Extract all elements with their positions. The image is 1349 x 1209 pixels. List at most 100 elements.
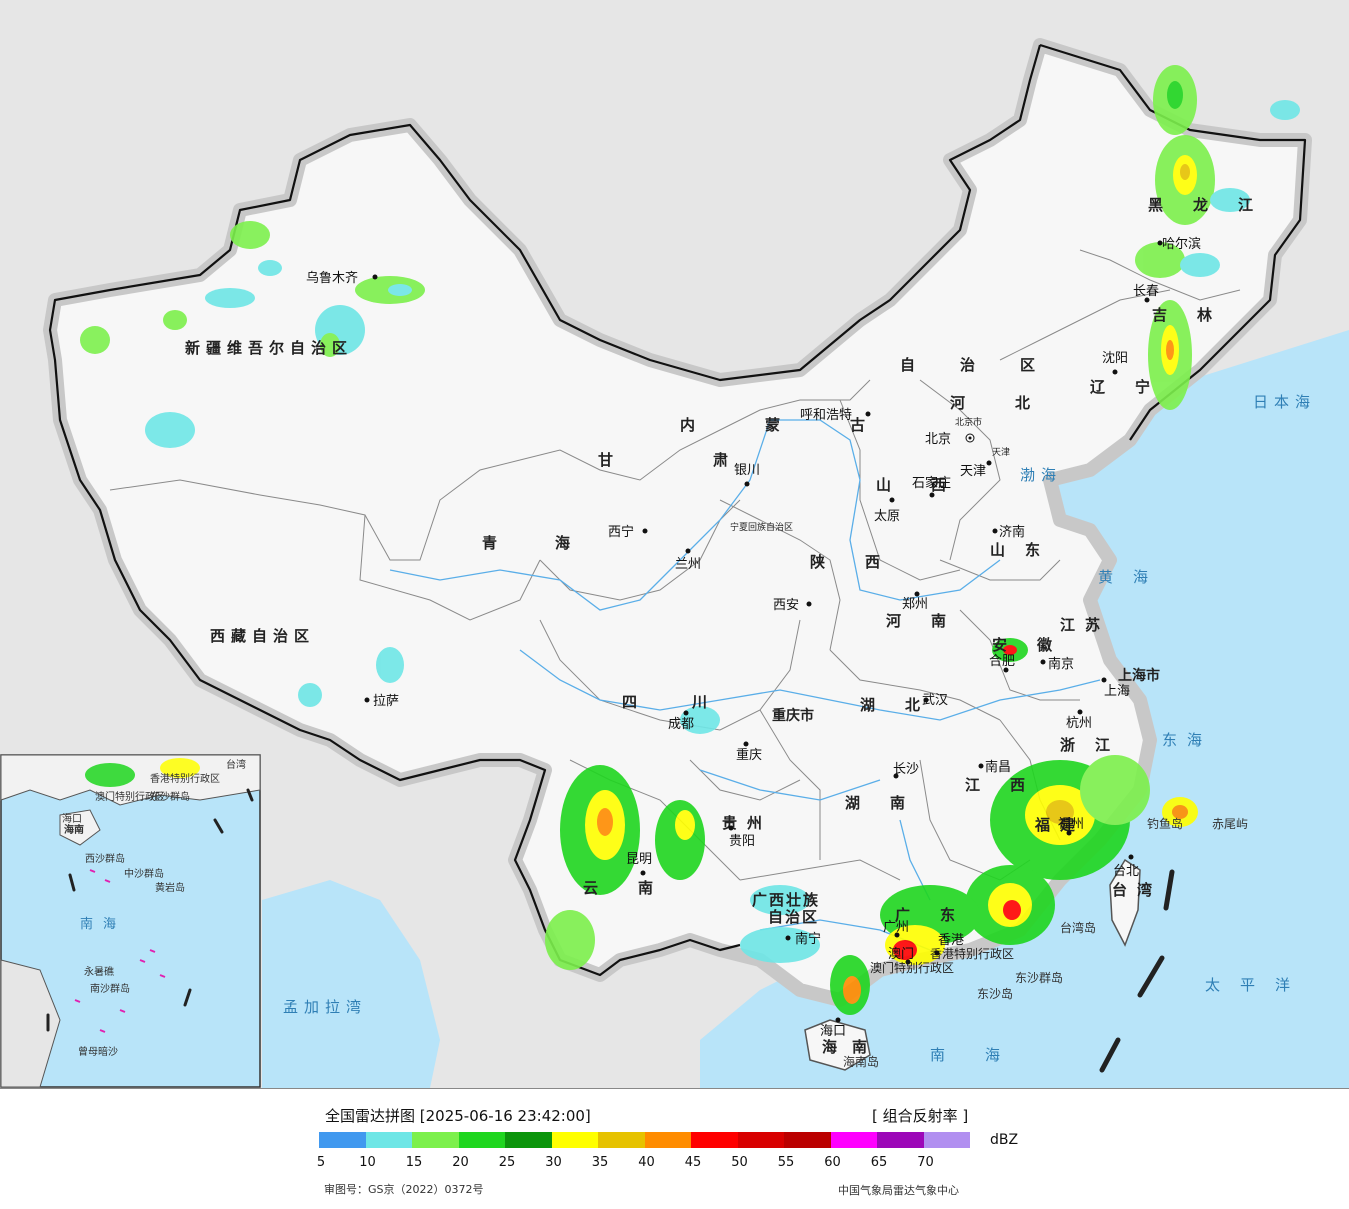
city-hongkong: 香港 (938, 933, 964, 948)
legend-unit: dBZ (990, 1132, 1019, 1148)
city-guiyang: 贵阳 (729, 834, 755, 849)
south-china-sea-inset: 南海 东沙群岛 西沙群岛 中沙群岛 南沙群岛 黄岩岛 永暑礁 曾母暗沙 海南 海… (0, 754, 261, 1088)
label-guangdong: 广东 (895, 906, 985, 924)
inset-dongsha: 东沙群岛 (150, 790, 190, 803)
legend-swatch-50 (737, 1132, 784, 1148)
sea-japan: 日本海 (1253, 393, 1316, 411)
city-lhasa: 拉萨 (373, 694, 399, 709)
label-sichuan: 四川 (622, 693, 762, 711)
legend-tick-15: 15 (405, 1155, 423, 1170)
city-hangzhou: 杭州 (1066, 716, 1092, 731)
sea-bengal: 孟加拉湾 (283, 998, 367, 1016)
inset-huangyan: 黄岩岛 (155, 881, 185, 894)
island-labels: 钓鱼岛 赤尾屿 台湾岛 东沙群岛 东沙岛 海南岛 (843, 816, 1248, 1069)
sea-east (700, 330, 1349, 1088)
city-xining: 西宁 (608, 524, 634, 540)
legend-swatch-45 (691, 1132, 738, 1148)
label-tianjin-shi: 天津 (992, 447, 1010, 458)
label-henan: 河南 (886, 612, 976, 630)
city-nanchang: 南昌 (985, 759, 1011, 775)
label-liaoning: 辽宁 (1090, 378, 1180, 396)
inset-south-sea: 南海 (80, 916, 126, 932)
city-changsha: 长沙 (893, 762, 919, 777)
legend-tick-35: 35 (591, 1155, 609, 1170)
city-yinchuan: 银川 (734, 463, 760, 478)
legend-swatch-55 (784, 1132, 831, 1148)
product-type: [ 组合反射率 ] (872, 1107, 969, 1125)
legend-ticks: 5 10 15 20 25 30 35 40 45 50 55 60 65 70 (300, 1155, 960, 1173)
island-taiwan: 台湾岛 (1060, 920, 1096, 935)
city-fuzhou: 福州 (1058, 817, 1084, 832)
label-anhui: 安徽 (992, 636, 1082, 654)
city-macau: 澳门 (888, 946, 914, 962)
label-jilin: 吉林 (1152, 306, 1242, 324)
map-svg: 新疆维吾尔自治区 西藏自治区 青海 甘肃 内蒙古 自治区 黑龙江 吉林 辽宁 河… (0, 0, 1349, 1088)
label-shandong: 山东 (990, 541, 1060, 559)
inset-hainan: 海南 (64, 823, 84, 836)
city-nanning: 南宁 (795, 931, 821, 947)
city-beijing: 北京 (925, 432, 951, 447)
legend-tick-25: 25 (498, 1155, 516, 1170)
inset-zhongsha: 中沙群岛 (124, 867, 164, 880)
city-shanghai: 上海 (1104, 684, 1130, 699)
label-heilongjiang: 黑龙江 (1148, 196, 1283, 214)
sea-bay-bengal (262, 880, 440, 1088)
legend-tick-20: 20 (452, 1155, 469, 1170)
label-neimeng-zizhiqu: 自治区 (900, 356, 1080, 374)
label-jiangxi: 江西 (965, 776, 1055, 794)
legend-swatch-25 (505, 1132, 552, 1148)
city-taiyuan: 太原 (874, 509, 900, 524)
legend-tick-70: 70 (917, 1155, 934, 1170)
island-hainan: 海南岛 (843, 1054, 879, 1069)
label-hunan: 湖南 (845, 794, 935, 812)
label-xizang: 西藏自治区 (210, 627, 315, 645)
sea-labels: 日本海 渤海 黄海 东海 太平洋 南海 孟加拉湾 (283, 393, 1316, 1064)
label-guangxi: 广西壮族 (752, 891, 820, 909)
radar-echoes (80, 65, 1300, 1015)
legend-swatch-65 (877, 1132, 924, 1148)
inset-xisha: 西沙群岛 (85, 852, 125, 865)
legend-tick-5: 5 (316, 1155, 326, 1170)
city-kunming: 昆明 (626, 852, 652, 867)
island-dongsha-qundao: 东沙群岛 (1015, 970, 1063, 985)
legend-tick-45: 45 (684, 1155, 702, 1170)
city-zhengzhou: 郑州 (902, 597, 928, 612)
island-diaoyu: 钓鱼岛 (1147, 816, 1183, 831)
dash-line (1099, 869, 1175, 1073)
city-shijiazhuang: 石家庄 (912, 475, 951, 491)
legend-tick-10: 10 (359, 1155, 376, 1170)
label-chongqing: 重庆市 (772, 707, 814, 724)
city-urumqi: 乌鲁木齐 (306, 270, 358, 286)
city-jinan: 济南 (999, 524, 1025, 540)
legend-swatch-30 (551, 1132, 598, 1148)
label-hebei: 河北 (950, 394, 1080, 412)
legend-tick-50: 50 (731, 1155, 748, 1170)
organization: 中国气象局雷达气象中心 (838, 1184, 959, 1197)
mosaic-title: 全国雷达拼图 [2025-06-16 23:42:00] (325, 1107, 591, 1125)
city-chongqing: 重庆 (736, 747, 762, 763)
city-chengdu: 成都 (668, 717, 694, 732)
legend-swatch-15 (412, 1132, 459, 1148)
inset-nansha: 南沙群岛 (90, 982, 130, 995)
city-wuhan: 武汉 (922, 693, 948, 708)
legend-swatch-40 (644, 1132, 691, 1148)
legend-tick-55: 55 (777, 1155, 795, 1170)
inset-taiwan: 台湾 (226, 758, 246, 771)
label-zhejiang: 浙江 (1060, 736, 1130, 754)
city-changchun: 长春 (1133, 284, 1159, 299)
legend-swatch-35 (598, 1132, 645, 1148)
city-tianjin: 天津 (960, 464, 986, 479)
review-number: 审图号：GS京（2022）0372号 (324, 1183, 484, 1196)
city-harbin: 哈尔滨 (1162, 236, 1201, 252)
label-hubei: 湖北 (860, 696, 950, 714)
legend-swatch-10 (365, 1132, 412, 1148)
label-hainan: 海南 (822, 1038, 882, 1056)
sea-east: 东海 (1162, 731, 1212, 749)
inset-macau-sar: 澳门特别行政区 (95, 790, 165, 803)
city-guangzhou: 广州 (883, 920, 909, 935)
inset-yongshu: 永暑礁 (84, 965, 114, 978)
city-xian: 西安 (773, 598, 799, 613)
label-qinghai: 青海 (482, 534, 628, 552)
legend-tick-60: 60 (824, 1155, 841, 1170)
label-gansu: 甘肃 (598, 451, 828, 469)
